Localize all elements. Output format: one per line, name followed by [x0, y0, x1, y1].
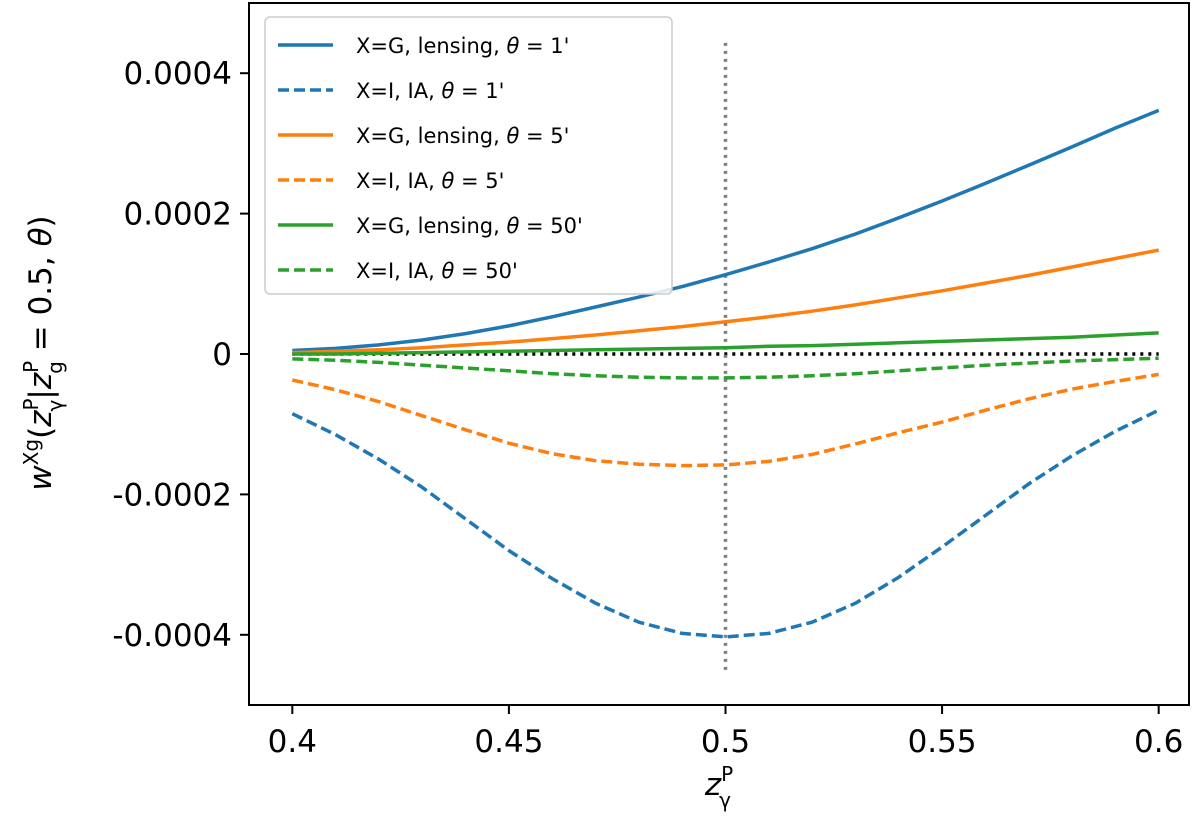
y-tick-label: 0.0004	[124, 56, 232, 92]
y-tick-label: -0.0002	[112, 477, 232, 513]
series-line-1	[292, 108, 1160, 353]
legend-label-5: X=G, lensing, θ = 50'	[356, 214, 583, 238]
x-tick-label: 0.45	[474, 724, 543, 760]
legend-label-2: X=I, IA, θ = 1'	[356, 79, 504, 103]
series-line-2	[291, 408, 1160, 639]
y-axis-label: wXg(zPγ|zPg = 0.5, θ)	[19, 215, 67, 490]
x-axis-label: zP γ	[704, 762, 733, 812]
legend-label-3: X=G, lensing, θ = 5'	[356, 124, 569, 148]
y-tick-label: -0.0004	[112, 618, 232, 654]
series-line-3	[292, 248, 1160, 355]
y-tick-label: 0	[212, 337, 232, 373]
series-line-5	[292, 331, 1159, 356]
legend-label-6: X=I, IA, θ = 50'	[356, 259, 518, 283]
series-line-4	[291, 372, 1159, 468]
x-tick-label: 0.55	[908, 724, 977, 760]
x-tick-label: 0.6	[1134, 724, 1183, 760]
y-tick-label: 0.0002	[124, 197, 232, 233]
y-axis-ticks: -0.0004 -0.0002 0 0.0002 0.0004	[112, 56, 249, 654]
x-axis-ticks: 0.4 0.45 0.5 0.55 0.6	[268, 705, 1183, 760]
series-lines	[291, 108, 1160, 639]
legend: X=G, lensing, θ = 1' X=I, IA, θ = 1' X=G, …	[264, 16, 673, 295]
legend-label-4: X=I, IA, θ = 5'	[356, 169, 504, 193]
x-tick-label: 0.4	[268, 724, 317, 760]
legend-label-1: X=G, lensing, θ = 1'	[356, 34, 569, 58]
x-tick-label: 0.5	[701, 724, 750, 760]
legend-box	[264, 16, 673, 295]
series-line-6	[292, 356, 1159, 380]
